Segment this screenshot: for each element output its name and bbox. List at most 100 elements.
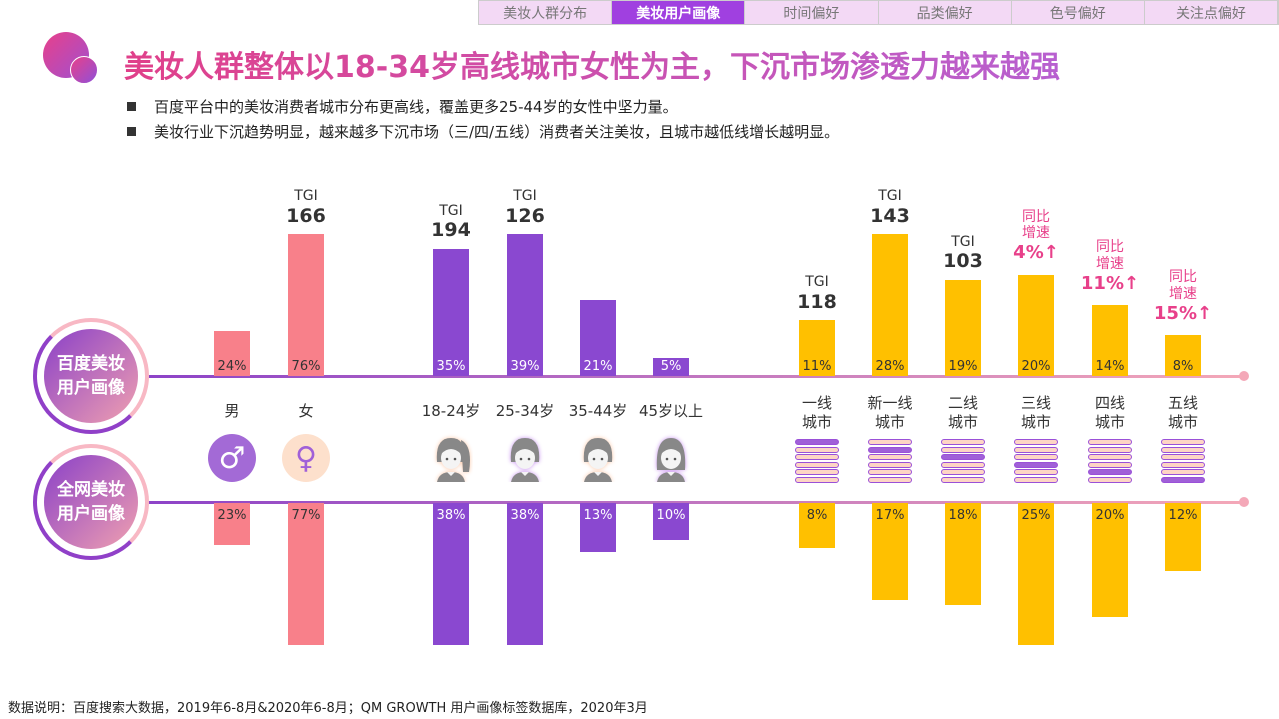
tgi-label: TGI 194 <box>411 203 491 243</box>
pct-label-allweb: 38% <box>436 508 466 523</box>
bar-allweb-city <box>1092 503 1128 617</box>
bar-allweb-city <box>1165 503 1201 572</box>
pct-label-baidu: 14% <box>1095 359 1125 374</box>
bar-allweb-gender <box>214 503 250 546</box>
pct-label-baidu: 21% <box>583 359 613 374</box>
tier-pill <box>1014 439 1058 445</box>
tier-pill <box>1161 476 1205 483</box>
logo-circle-small-icon <box>70 56 98 84</box>
tab-shade[interactable]: 色号偏好 <box>1012 1 1145 24</box>
tier-pill <box>1088 469 1132 475</box>
pct-label-baidu: 19% <box>948 359 978 374</box>
footer-note: 数据说明：百度搜索大数据，2019年6-8月&2020年6-8月；QM GROW… <box>8 701 648 716</box>
tgi-label: TGI 143 <box>850 188 930 228</box>
bar-allweb-city <box>945 503 981 606</box>
growth-text: 同比 <box>1022 208 1050 225</box>
tab-time[interactable]: 时间偏好 <box>745 1 879 24</box>
bar-allweb-age <box>580 503 616 552</box>
male-icon: ♂ <box>208 434 256 482</box>
woman-avatar-icon <box>576 432 620 482</box>
bar-baidu-age <box>433 248 469 376</box>
tab-category[interactable]: 品类偏好 <box>879 1 1012 24</box>
bar-allweb-city <box>1018 503 1054 645</box>
category-label: 二线 城市 <box>947 394 978 431</box>
badge-line: 全网美妆 <box>57 480 125 500</box>
city-tier-stack-icon <box>941 439 985 484</box>
bar-allweb-age <box>433 503 469 645</box>
bullet-2: 美妆行业下沉趋势明显，越来越多下沉市场（三/四/五线）消费者关注美妆，且城市越低… <box>127 121 839 142</box>
bar-baidu-city <box>1018 274 1054 376</box>
tier-pill <box>1088 476 1132 483</box>
growth-text: 增速 <box>1022 225 1050 242</box>
avatar-graphic <box>510 438 540 482</box>
tgi-caption: TGI <box>439 202 463 219</box>
tab-population[interactable]: 美妆人群分布 <box>479 1 613 24</box>
tgi-label: TGI 118 <box>777 274 857 314</box>
baidu-profile-badge: 百度美妆 用户画像 <box>33 318 149 434</box>
tier-pill <box>941 446 985 453</box>
pct-label-allweb: 18% <box>948 508 978 523</box>
badge-line: 百度美妆 <box>57 354 125 374</box>
category-label: 五线 城市 <box>1167 394 1198 431</box>
young-woman-avatar-icon <box>503 432 547 482</box>
tgi-label: TGI 166 <box>266 188 346 228</box>
female-icon: ♀ <box>282 434 330 482</box>
tgi-label: TGI 126 <box>485 188 565 228</box>
pct-label-baidu: 20% <box>1021 359 1051 374</box>
tgi-value: 126 <box>505 204 545 227</box>
avatar-graphic <box>583 438 613 482</box>
tier-pill <box>941 469 985 475</box>
bar-baidu-city <box>799 320 835 376</box>
category-label: 45岁以上 <box>638 402 704 420</box>
growth-label: 同比 增速 4%↑ <box>996 209 1076 264</box>
bullet-square-icon <box>127 102 136 111</box>
allweb-profile-badge: 全网美妆 用户画像 <box>33 444 149 560</box>
axis-end-dot <box>1239 497 1249 507</box>
bar-baidu-age <box>507 234 543 376</box>
growth-text: 同比 <box>1169 269 1197 286</box>
pct-label-baidu: 8% <box>1172 359 1194 374</box>
tier-pill <box>795 446 839 453</box>
tgi-caption: TGI <box>513 188 537 204</box>
tgi-caption: TGI <box>878 188 902 204</box>
tier-pill <box>795 469 839 475</box>
growth-text: 15%↑ <box>1153 303 1213 325</box>
tgi-caption: TGI <box>951 233 975 250</box>
tier-pill <box>1088 454 1132 460</box>
city-tier-stack-icon <box>1161 439 1205 484</box>
tier-pill <box>1088 446 1132 453</box>
bar-baidu-gender <box>214 331 250 376</box>
pct-label-baidu: 76% <box>291 359 321 374</box>
tier-pill <box>1161 439 1205 445</box>
tier-pill <box>941 476 985 483</box>
category-label: 35-44岁 <box>568 402 628 420</box>
axis-end-dot <box>1239 371 1249 381</box>
pct-label-baidu: 35% <box>436 359 466 374</box>
bar-baidu-city <box>1092 305 1128 376</box>
tier-pill <box>795 476 839 483</box>
page-title: 美妆人群整体以18-34岁高线城市女性为主，下沉市场渗透力越来越强 <box>124 42 1060 86</box>
pct-label-baidu: 28% <box>875 359 905 374</box>
bar-allweb-gender <box>288 503 324 645</box>
bullet-text: 美妆行业下沉趋势明显，越来越多下沉市场（三/四/五线）消费者关注美妆，且城市越低… <box>154 123 840 141</box>
tab-focus[interactable]: 关注点偏好 <box>1145 1 1279 24</box>
tier-pill <box>1161 461 1205 468</box>
tab-user-profile[interactable]: 美妆用户画像 <box>612 1 746 24</box>
bottom-axis <box>118 501 1244 504</box>
pct-label-allweb: 38% <box>510 508 540 523</box>
tgi-label: TGI 103 <box>923 234 1003 274</box>
growth-text: 4%↑ <box>1013 242 1059 264</box>
pct-label-baidu: 24% <box>217 359 247 374</box>
tier-pill <box>941 461 985 468</box>
bar-allweb-age <box>507 503 543 645</box>
pct-label-allweb: 23% <box>217 508 247 523</box>
tgi-caption: TGI <box>805 274 829 291</box>
badge-line: 用户画像 <box>57 504 125 524</box>
avatar-graphic <box>656 438 686 482</box>
tab-bar: 美妆人群分布 美妆用户画像 时间偏好 品类偏好 色号偏好 关注点偏好 <box>478 0 1279 25</box>
bar-baidu-gender <box>288 234 324 376</box>
tier-pill <box>1161 469 1205 475</box>
top-axis <box>118 375 1244 378</box>
category-label: 女 <box>298 402 314 420</box>
city-tier-stack-icon <box>1088 439 1132 484</box>
